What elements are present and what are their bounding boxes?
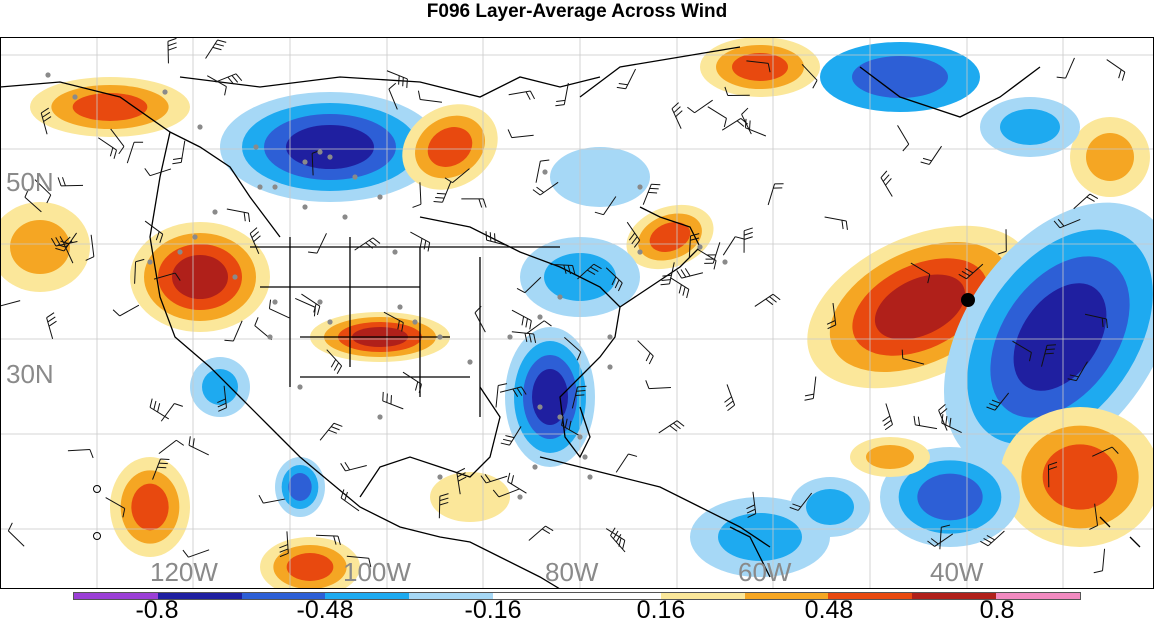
station-dot bbox=[177, 249, 182, 254]
station-dot bbox=[397, 304, 402, 309]
station-dot bbox=[272, 299, 277, 304]
marker-dot bbox=[961, 293, 975, 307]
map-canvas bbox=[0, 37, 1154, 589]
station-dot bbox=[253, 144, 258, 149]
station-dot bbox=[557, 294, 562, 299]
station-dot bbox=[587, 474, 592, 479]
station-dot bbox=[267, 334, 272, 339]
contour-fill bbox=[73, 93, 148, 121]
station-dot bbox=[342, 214, 347, 219]
station-dot bbox=[147, 259, 152, 264]
station-dot bbox=[197, 124, 202, 129]
contour-fill bbox=[10, 220, 70, 274]
lon-label-120w: 120W bbox=[150, 557, 218, 588]
station-dot bbox=[722, 259, 727, 264]
colorbar-label: -0.48 bbox=[297, 596, 354, 625]
colorbar bbox=[73, 592, 1081, 600]
contour-fill bbox=[550, 147, 650, 207]
station-dot bbox=[377, 194, 382, 199]
station-dot bbox=[302, 204, 307, 209]
station-dot bbox=[582, 454, 587, 459]
contour-fill bbox=[286, 125, 374, 169]
contour-fill bbox=[1086, 133, 1134, 181]
station-dot bbox=[437, 474, 442, 479]
contour-fill bbox=[917, 474, 982, 521]
contour-fill bbox=[288, 473, 311, 501]
station-dot bbox=[327, 319, 332, 324]
station-dot bbox=[45, 72, 50, 77]
station-dot bbox=[467, 359, 472, 364]
lat-label-30n: 30N bbox=[6, 359, 54, 390]
colorbar-label: 0.48 bbox=[805, 596, 854, 625]
contour-fill bbox=[131, 484, 168, 531]
contour-fill bbox=[1043, 444, 1118, 509]
map-panel: 50N 30N 120W 100W 80W 60W 40W bbox=[0, 37, 1154, 589]
station-dot bbox=[392, 249, 397, 254]
station-dot bbox=[272, 184, 277, 189]
station-dot bbox=[537, 314, 542, 319]
contour-fill bbox=[732, 53, 788, 81]
station-dot bbox=[352, 174, 357, 179]
station-dot bbox=[162, 89, 167, 94]
contour-fill bbox=[287, 553, 334, 581]
station-dot bbox=[317, 149, 322, 154]
map-title: F096 Layer-Average Across Wind bbox=[0, 0, 1154, 24]
colorbar-label: -0.8 bbox=[135, 596, 178, 625]
station-dot bbox=[192, 234, 197, 239]
colorbar-label: 0.8 bbox=[980, 596, 1015, 625]
station-dot bbox=[517, 494, 522, 499]
station-dot bbox=[637, 184, 642, 189]
station-dot bbox=[297, 384, 302, 389]
contour-fill bbox=[172, 255, 228, 299]
lon-label-40w: 40W bbox=[930, 557, 983, 588]
station-dot bbox=[72, 94, 77, 99]
station-dot bbox=[607, 364, 612, 369]
station-dot bbox=[212, 209, 217, 214]
station-dot bbox=[607, 334, 612, 339]
station-dot bbox=[637, 249, 642, 254]
station-dot bbox=[412, 319, 417, 324]
station-dot bbox=[697, 244, 702, 249]
contour-fill bbox=[866, 445, 914, 469]
station-dot bbox=[542, 169, 547, 174]
lat-label-50n: 50N bbox=[6, 167, 54, 198]
lon-label-60w: 60W bbox=[738, 557, 791, 588]
station-dot bbox=[302, 159, 307, 164]
station-dot bbox=[327, 154, 332, 159]
station-dot bbox=[537, 404, 542, 409]
contour-fill bbox=[1000, 109, 1060, 145]
station-dot bbox=[317, 299, 322, 304]
station-dot bbox=[232, 274, 237, 279]
lon-label-100w: 100W bbox=[343, 557, 411, 588]
station-dot bbox=[557, 414, 562, 419]
station-dot bbox=[577, 434, 582, 439]
contour-fill bbox=[852, 56, 948, 98]
colorbar-label: -0.16 bbox=[465, 596, 522, 625]
contour-fill bbox=[202, 369, 238, 405]
station-dot bbox=[377, 414, 382, 419]
lon-label-80w: 80W bbox=[545, 557, 598, 588]
contour-fill bbox=[806, 489, 854, 525]
contour-fill bbox=[718, 513, 802, 561]
station-dot bbox=[437, 334, 442, 339]
station-dot bbox=[257, 184, 262, 189]
station-dot bbox=[507, 334, 512, 339]
station-dot bbox=[532, 464, 537, 469]
colorbar-label: 0.16 bbox=[637, 596, 686, 625]
